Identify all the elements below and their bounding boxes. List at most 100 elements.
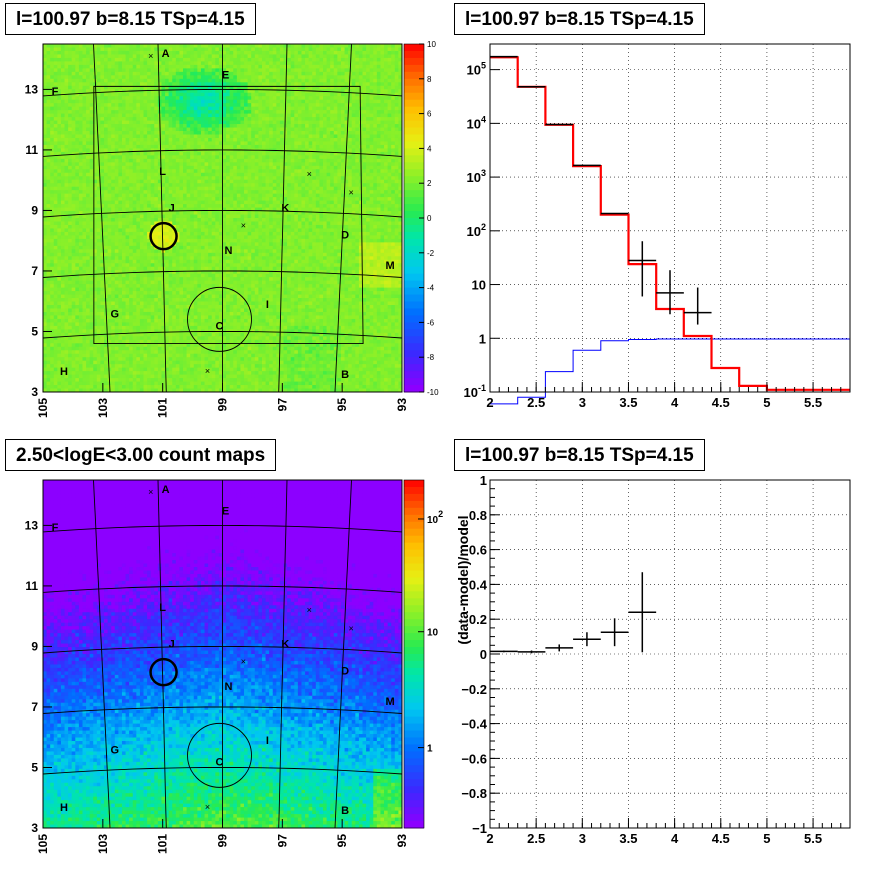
map-pixel: [60, 155, 66, 160]
map-pixel: [68, 179, 73, 184]
map-pixel: [71, 318, 76, 323]
map-pixel: [57, 176, 62, 181]
map-pixel: [93, 388, 98, 392]
map-pixel: [136, 165, 141, 170]
map-pixel: [46, 252, 51, 257]
map-pixel: [215, 162, 220, 167]
map-pixel: [107, 200, 112, 205]
map-pixel: [197, 204, 202, 209]
map-pixel: [172, 127, 177, 132]
map-pixel: [200, 252, 206, 257]
map-pixel: [53, 298, 58, 303]
map-pixel: [100, 291, 105, 296]
map-pixel: [86, 197, 91, 202]
map-pixel: [179, 266, 184, 271]
map-pixel: [193, 322, 198, 327]
map-pixel: [86, 120, 91, 125]
map-pixel: [197, 294, 202, 299]
map-pixel: [200, 134, 206, 139]
map-pixel: [175, 273, 181, 278]
map-pixel: [165, 273, 170, 278]
map-pixel: [46, 89, 51, 94]
map-pixel: [82, 96, 87, 101]
map-pixel: [143, 78, 148, 83]
map-pixel: [96, 291, 102, 296]
map-pixel: [100, 57, 105, 62]
map-pixel: [143, 367, 148, 372]
map-pixel: [139, 249, 145, 254]
map-pixel: [197, 179, 202, 184]
map-pixel: [96, 117, 102, 122]
map-pixel: [215, 245, 220, 250]
map-pixel: [168, 318, 173, 323]
map-pixel: [186, 85, 191, 90]
map-pixel: [43, 343, 48, 348]
map-pixel: [125, 214, 130, 219]
map-pixel: [82, 245, 87, 250]
map-pixel: [197, 242, 202, 247]
map-pixel: [114, 252, 119, 257]
map-pixel: [136, 96, 141, 101]
map-pixel: [93, 64, 98, 69]
map-pixel: [175, 256, 181, 261]
map-pixel: [150, 353, 155, 358]
map-pixel: [172, 54, 177, 59]
map-pixel: [157, 287, 163, 292]
map-pixel: [104, 332, 109, 337]
map-pixel: [190, 343, 195, 348]
map-pixel: [143, 89, 148, 94]
map-pixel: [154, 263, 159, 268]
map-pixel: [104, 186, 109, 191]
map-pixel: [132, 221, 137, 226]
map-pixel: [175, 343, 181, 348]
map-pixel: [46, 371, 51, 376]
map-pixel: [50, 193, 55, 198]
map-pixel: [139, 155, 145, 160]
map-pixel: [125, 231, 130, 236]
map-pixel: [215, 305, 220, 310]
map-pixel: [157, 50, 163, 56]
map-pixel: [82, 343, 87, 348]
map-pixel: [78, 308, 84, 313]
map-pixel: [204, 176, 209, 181]
map-pixel: [215, 148, 220, 153]
map-pixel: [125, 183, 130, 188]
map-pixel: [218, 176, 224, 181]
map-pixel: [186, 169, 191, 174]
map-pixel: [208, 186, 213, 191]
map-pixel: [147, 346, 152, 351]
map-pixel: [53, 270, 58, 275]
map-pixel: [143, 218, 148, 223]
map-pixel: [172, 183, 177, 188]
map-pixel: [193, 280, 198, 285]
map-pixel: [86, 298, 91, 303]
map-pixel: [193, 245, 198, 250]
map-pixel: [215, 343, 220, 348]
map-pixel: [129, 78, 134, 83]
map-pixel: [104, 287, 109, 292]
map-pixel: [111, 176, 116, 181]
map-pixel: [75, 103, 80, 108]
map-pixel: [111, 346, 116, 351]
map-pixel: [183, 179, 188, 184]
map-pixel: [208, 127, 213, 132]
map-pixel: [46, 294, 51, 299]
map-pixel: [53, 308, 58, 313]
map-pixel: [129, 315, 134, 320]
map-pixel: [118, 367, 123, 372]
map-pixel: [132, 245, 137, 250]
map-pixel: [218, 204, 224, 209]
map-pixel: [121, 364, 127, 369]
map-pixel: [46, 256, 51, 261]
map-pixel: [136, 190, 141, 195]
map-pixel: [82, 89, 87, 94]
map-pixel: [46, 50, 51, 56]
map-pixel: [82, 256, 87, 261]
map-pixel: [175, 360, 181, 365]
map-pixel: [132, 96, 137, 101]
map-pixel: [218, 99, 224, 104]
map-pixel: [136, 318, 141, 323]
map-pixel: [129, 245, 134, 250]
map-pixel: [150, 252, 155, 257]
map-pixel: [136, 315, 141, 320]
